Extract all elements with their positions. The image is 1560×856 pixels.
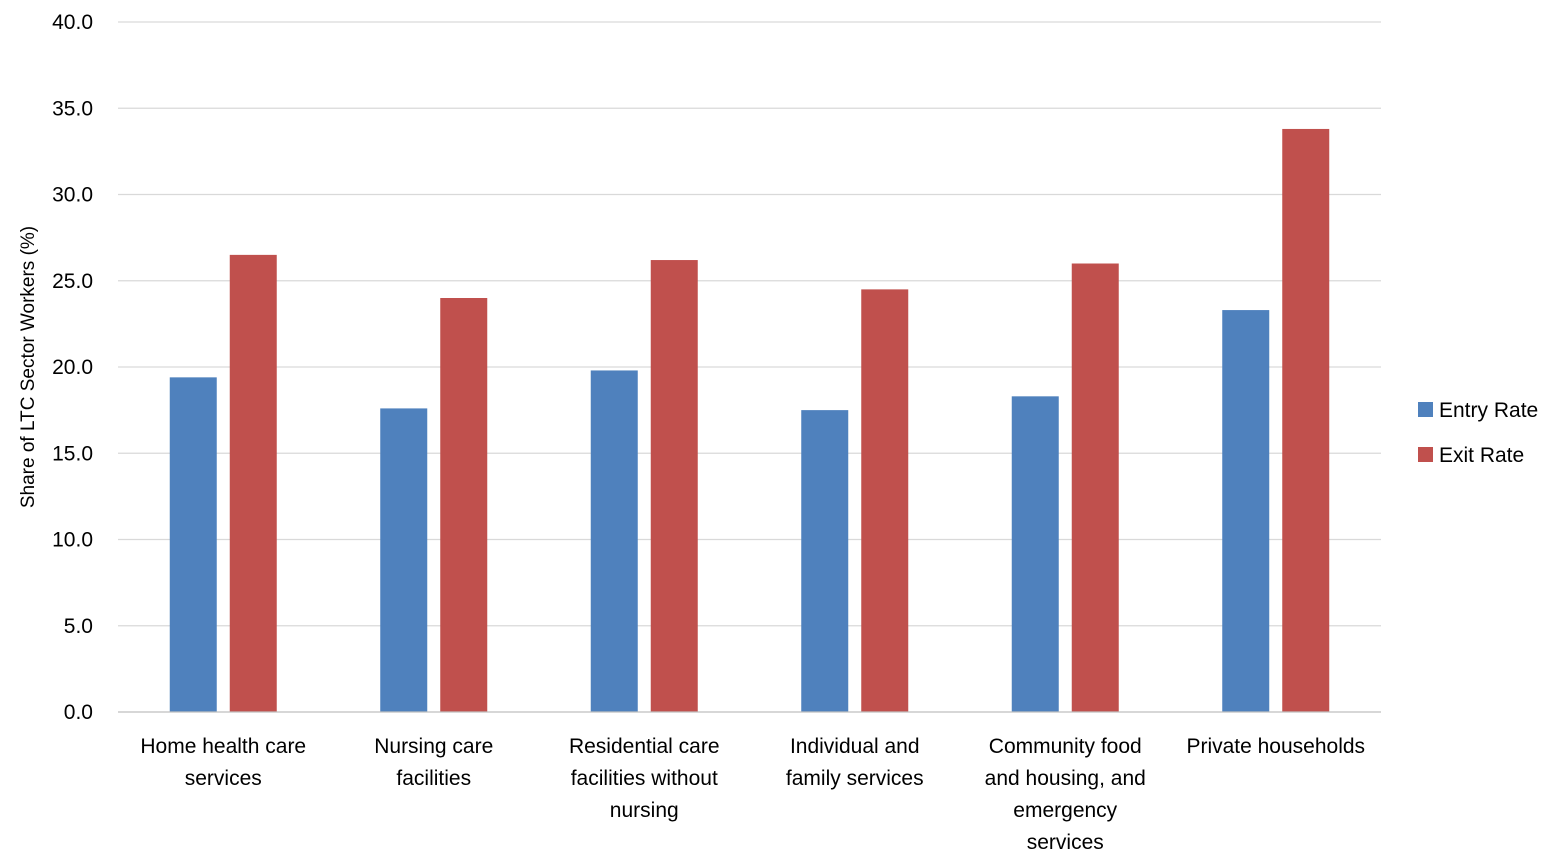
x-tick-label-line: Home health care [140,735,306,758]
y-tick-label: 5.0 [64,615,93,638]
gridlines [118,21,1381,627]
legend-swatch-exit-rate [1418,447,1433,462]
bar-entry-rate [1011,396,1059,712]
bar-entry-rate [590,370,638,712]
legend-label-entry-rate: Entry Rate [1439,399,1538,422]
legend-swatch-entry-rate [1418,402,1433,417]
bar-entry-rate [380,408,428,712]
x-tick-label-line: services [1027,831,1104,854]
x-tick-label-line: Individual and [790,735,920,758]
bar-exit-rate [861,289,909,712]
x-tick-label: Home health care services [140,735,306,790]
x-tick-label-line: services [185,767,262,790]
y-tick-label: 25.0 [52,270,93,293]
x-tick-label: Community food and housing, and emergency s… [985,735,1146,854]
axes: 0.0 5.0 10.0 15.0 20.0 25.0 30.0 35.0 40.0 Home h… [52,11,1381,854]
y-tick-label: 15.0 [52,442,93,465]
y-tick-label: 20.0 [52,356,93,379]
bar-entry-rate [801,410,849,712]
x-tick-label: Private households [1186,735,1365,758]
bars [169,128,1330,712]
x-tick-label-line: facilities without [571,767,718,790]
y-tick-label: 35.0 [52,97,93,120]
x-tick-label-line: Residential care [569,735,720,758]
bar-exit-rate [1071,263,1119,712]
x-tick-label-line: Community food [989,735,1142,758]
y-tick-label: 30.0 [52,184,93,207]
x-tick-label: Individual and family services [786,735,924,790]
bar-exit-rate [650,260,698,712]
x-tick-label-line: family services [786,767,924,790]
y-tick-label: 10.0 [52,529,93,552]
x-tick-label-line: and housing, and [985,767,1146,790]
x-tick-label-line: Nursing care [374,735,493,758]
bar-entry-rate [1222,310,1270,712]
x-tick-label-line: Private households [1186,735,1365,758]
x-tick-label-line: facilities [396,767,471,790]
x-tick-label: Residential care facilities without nursin… [569,735,720,822]
legend: Entry Rate Exit Rate [1418,399,1538,467]
bar-exit-rate [1282,128,1330,712]
x-tick-label-line: emergency [1013,799,1117,822]
bar-exit-rate [440,298,488,712]
x-tick-label-line: nursing [610,799,679,822]
y-tick-label: 0.0 [64,701,93,724]
legend-label-exit-rate: Exit Rate [1439,444,1524,467]
bar-entry-rate [169,377,217,712]
bar-exit-rate [229,254,277,712]
x-tick-label: Nursing care facilities [374,735,493,790]
y-tick-label: 40.0 [52,11,93,34]
y-axis-title: Share of LTC Sector Workers (%) [18,226,39,508]
